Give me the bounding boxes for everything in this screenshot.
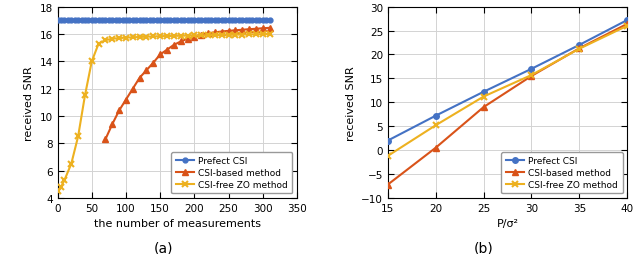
CSI-free ZO method xyxy=(163,35,171,38)
CSI-free ZO method xyxy=(204,35,212,38)
CSI-free ZO method xyxy=(232,34,239,37)
CSI-free ZO method xyxy=(122,37,130,40)
CSI-free ZO method xyxy=(384,155,392,158)
CSI-based method xyxy=(527,75,535,78)
CSI-based method xyxy=(623,23,631,26)
CSI-based method xyxy=(480,106,488,109)
CSI-based method xyxy=(211,32,219,35)
Prefect CSI xyxy=(384,139,392,142)
CSI-free ZO method xyxy=(177,35,184,38)
CSI-free ZO method xyxy=(54,190,62,193)
Text: (b): (b) xyxy=(474,241,493,254)
Prefect CSI xyxy=(201,20,209,23)
CSI-free ZO method xyxy=(61,179,68,182)
CSI-based method xyxy=(143,69,150,72)
Prefect CSI xyxy=(153,20,161,23)
CSI-free ZO method xyxy=(150,36,157,39)
Prefect CSI xyxy=(623,19,631,22)
CSI-free ZO method xyxy=(266,33,273,36)
CSI-free ZO method xyxy=(197,35,205,38)
CSI-based method xyxy=(252,28,260,31)
Y-axis label: received SNR: received SNR xyxy=(24,66,34,140)
Prefect CSI xyxy=(160,20,168,23)
CSI-based method xyxy=(384,183,392,186)
CSI-free ZO method xyxy=(259,34,267,37)
Prefect CSI xyxy=(480,91,488,94)
Line: Prefect CSI: Prefect CSI xyxy=(55,19,272,24)
CSI-free ZO method xyxy=(245,34,253,37)
CSI-free ZO method xyxy=(480,96,488,99)
CSI-based method xyxy=(245,28,253,31)
CSI-free ZO method xyxy=(575,48,583,51)
CSI-based method xyxy=(136,77,143,80)
CSI-free ZO method xyxy=(170,35,178,38)
CSI-based method xyxy=(102,138,109,141)
CSI-free ZO method xyxy=(527,74,535,77)
Prefect CSI xyxy=(112,20,120,23)
Prefect CSI xyxy=(119,20,127,23)
CSI-based method xyxy=(156,54,164,57)
X-axis label: the number of measurements: the number of measurements xyxy=(94,218,260,228)
CSI-free ZO method xyxy=(225,34,232,37)
CSI-free ZO method xyxy=(136,36,143,39)
CSI-free ZO method xyxy=(211,34,219,37)
CSI-based method xyxy=(184,38,191,41)
CSI-free ZO method xyxy=(156,36,164,39)
CSI-free ZO method xyxy=(184,35,191,38)
Prefect CSI xyxy=(575,44,583,47)
CSI-free ZO method xyxy=(143,36,150,39)
CSI-based method xyxy=(266,27,273,30)
CSI-based method xyxy=(218,31,225,34)
Prefect CSI xyxy=(527,68,535,71)
CSI-based method xyxy=(177,41,184,44)
CSI-based method xyxy=(191,36,198,39)
CSI-free ZO method xyxy=(88,60,95,64)
CSI-free ZO method xyxy=(129,37,137,40)
CSI-free ZO method xyxy=(95,43,102,46)
CSI-based method xyxy=(163,49,171,52)
CSI-based method xyxy=(575,47,583,51)
CSI-free ZO method xyxy=(57,186,65,189)
X-axis label: P/σ²: P/σ² xyxy=(497,218,518,228)
CSI-free ZO method xyxy=(81,94,89,98)
CSI-free ZO method xyxy=(218,34,225,37)
Prefect CSI xyxy=(262,20,270,23)
CSI-based method xyxy=(115,109,123,113)
CSI-free ZO method xyxy=(191,35,198,38)
Legend: Prefect CSI, CSI-based method, CSI-free ZO method: Prefect CSI, CSI-based method, CSI-free … xyxy=(501,152,623,194)
CSI-free ZO method xyxy=(74,135,82,138)
CSI-free ZO method xyxy=(238,34,246,37)
Text: (a): (a) xyxy=(154,241,173,254)
CSI-based method xyxy=(232,30,239,33)
CSI-based method xyxy=(129,88,137,91)
CSI-based method xyxy=(432,147,440,150)
CSI-free ZO method xyxy=(115,37,123,40)
CSI-based method xyxy=(225,30,232,33)
Line: CSI-free ZO method: CSI-free ZO method xyxy=(55,31,273,195)
Prefect CSI xyxy=(432,115,440,118)
CSI-based method xyxy=(108,123,116,126)
Line: CSI-free ZO method: CSI-free ZO method xyxy=(385,23,630,160)
CSI-free ZO method xyxy=(623,25,631,28)
CSI-free ZO method xyxy=(67,163,75,166)
CSI-based method xyxy=(170,44,178,47)
CSI-free ZO method xyxy=(432,124,440,127)
CSI-based method xyxy=(122,99,130,102)
Prefect CSI xyxy=(54,20,61,23)
CSI-free ZO method xyxy=(102,39,109,42)
Y-axis label: received SNR: received SNR xyxy=(346,66,356,140)
Line: CSI-based method: CSI-based method xyxy=(102,25,273,143)
CSI-free ZO method xyxy=(252,34,260,37)
CSI-based method xyxy=(259,28,267,31)
Line: Prefect CSI: Prefect CSI xyxy=(385,18,630,144)
Prefect CSI xyxy=(266,20,273,23)
CSI-based method xyxy=(204,33,212,36)
CSI-based method xyxy=(150,62,157,65)
CSI-free ZO method xyxy=(108,38,116,41)
Legend: Prefect CSI, CSI-based method, CSI-free ZO method: Prefect CSI, CSI-based method, CSI-free … xyxy=(171,152,292,194)
CSI-based method xyxy=(238,29,246,32)
CSI-based method xyxy=(197,34,205,37)
Line: CSI-based method: CSI-based method xyxy=(385,21,630,188)
